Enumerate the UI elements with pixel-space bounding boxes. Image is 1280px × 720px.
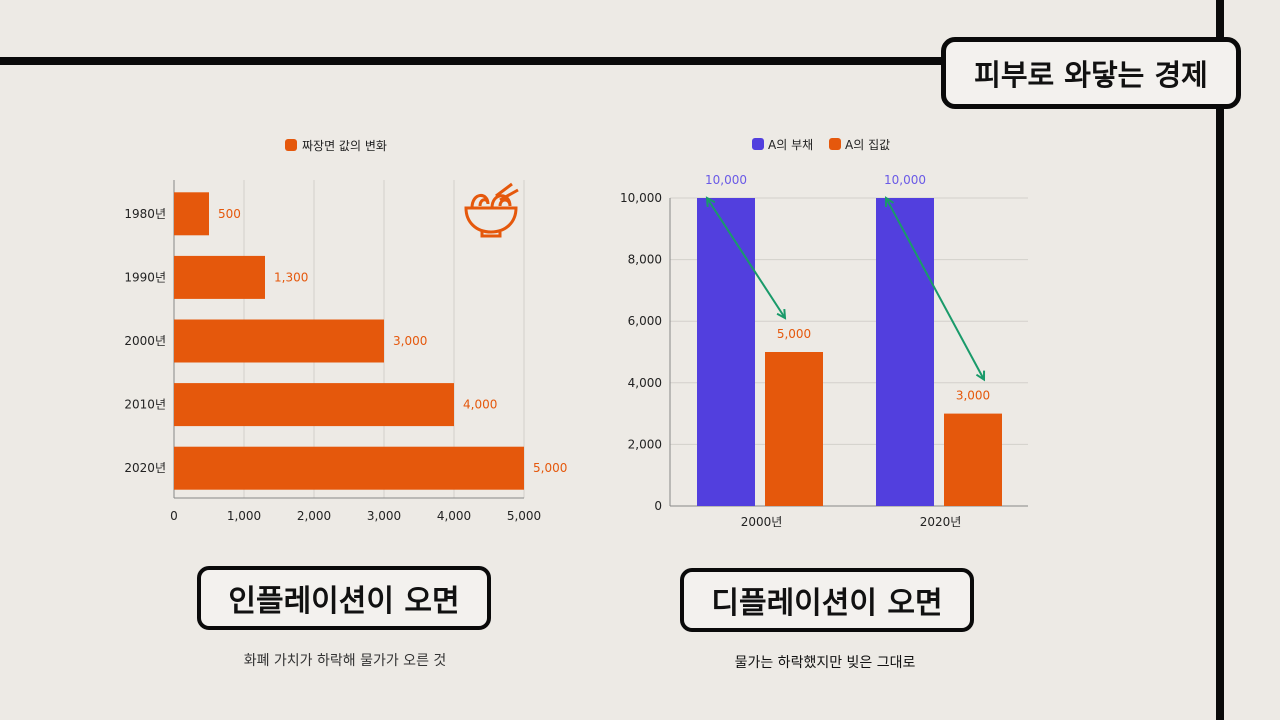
data-label: 3,000 xyxy=(956,389,990,403)
x-tick-label: 4,000 xyxy=(437,509,471,523)
x-tick-label: 1,000 xyxy=(227,509,261,523)
arrow-annotation xyxy=(885,197,985,381)
bar xyxy=(765,352,823,506)
y-tick-label: 0 xyxy=(654,499,662,513)
bar xyxy=(174,319,384,363)
bar xyxy=(876,198,934,506)
deflation-description: 물가는 하락했지만 빚은 그대로 xyxy=(734,655,916,671)
y-tick-label: 2000년 xyxy=(124,334,166,348)
x-tick-label: 5,000 xyxy=(507,509,541,523)
arrow-head xyxy=(776,308,787,320)
legend-swatch xyxy=(752,138,764,150)
y-tick-label: 2,000 xyxy=(628,437,662,451)
bar xyxy=(697,198,755,506)
data-label: 10,000 xyxy=(884,173,926,187)
y-tick-label: 1980년 xyxy=(124,207,166,221)
legend-label: A의 집값 xyxy=(845,138,890,152)
page-title: 피부로 와닿는 경제 xyxy=(941,37,1241,109)
inflation-description: 화폐 가치가 하락해 물가가 오른 것 xyxy=(243,653,447,669)
arrow-annotation xyxy=(706,197,786,319)
noodle-bowl-icon xyxy=(464,182,519,238)
x-tick-label: 0 xyxy=(170,509,178,523)
x-tick-label: 3,000 xyxy=(367,509,401,523)
arrow-tail xyxy=(705,196,716,208)
data-label: 4,000 xyxy=(463,398,497,412)
bar xyxy=(174,383,454,427)
legend-swatch xyxy=(285,139,297,151)
right-chart: 0 2,000 4,000 6,000 8,000 10,000 10,000 5,000 20… xyxy=(620,138,1028,529)
data-label: 3,000 xyxy=(393,334,427,348)
y-tick-label: 6,000 xyxy=(628,314,662,328)
data-label: 1,300 xyxy=(274,270,308,284)
legend-swatch xyxy=(829,138,841,150)
y-tick-label: 2020년 xyxy=(124,461,166,475)
legend-label: 짜장면 값의 변화 xyxy=(302,139,387,153)
bar xyxy=(174,192,209,236)
arrow-tail xyxy=(884,196,895,208)
y-tick-label: 1990년 xyxy=(124,270,166,284)
data-label: 10,000 xyxy=(705,173,747,187)
right-rule xyxy=(1216,0,1224,720)
data-label: 5,000 xyxy=(777,327,811,341)
bar xyxy=(174,446,524,490)
y-tick-label: 8,000 xyxy=(628,253,662,267)
bar xyxy=(174,255,265,299)
deflation-caption: 디플레이션이 오면 xyxy=(680,568,974,632)
y-tick-label: 2010년 xyxy=(124,398,166,412)
x-tick-label: 2,000 xyxy=(297,509,331,523)
y-tick-label: 4,000 xyxy=(628,376,662,390)
arrow-head xyxy=(975,370,986,382)
bar xyxy=(944,413,1002,506)
y-tick-label: 10,000 xyxy=(620,191,662,205)
legend-label: A의 부채 xyxy=(768,138,813,152)
top-rule xyxy=(0,57,1224,65)
x-tick-label: 2000년 xyxy=(741,515,783,529)
inflation-caption: 인플레이션이 오면 xyxy=(197,566,491,630)
data-label: 500 xyxy=(218,207,241,221)
data-label: 5,000 xyxy=(533,461,567,475)
x-tick-label: 2020년 xyxy=(920,515,962,529)
left-chart: 0 1,000 2,000 3,000 4,000 5,000 1980년 500 1990년 1… xyxy=(124,139,567,523)
